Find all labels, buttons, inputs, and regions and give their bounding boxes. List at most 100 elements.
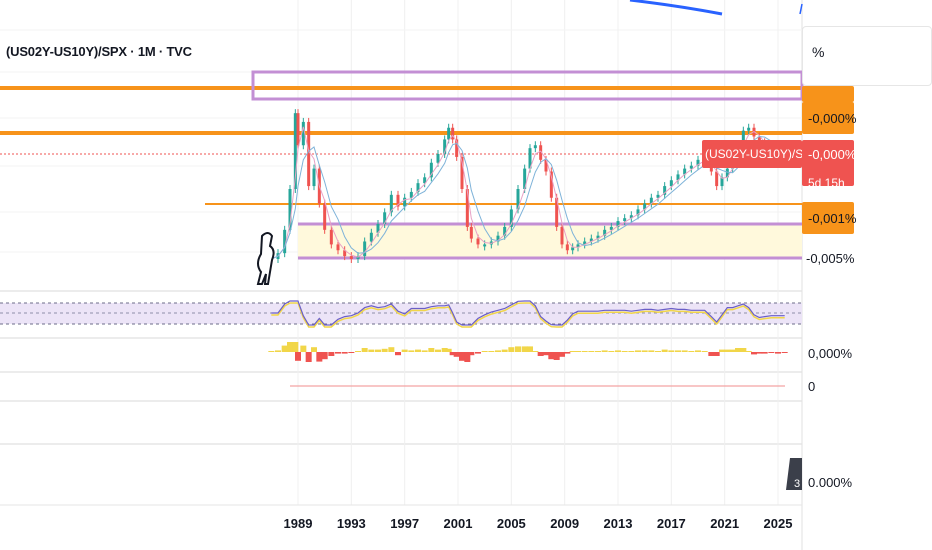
- bottom-label: 0.000%: [808, 475, 853, 490]
- axis-unit: %: [812, 44, 825, 60]
- candle-body: [643, 203, 647, 210]
- histogram-bar: [655, 351, 661, 352]
- candle-body: [509, 209, 513, 227]
- top-line-fragment: [629, 0, 723, 16]
- osc1-label: 0,000%: [808, 346, 853, 361]
- series-tag-bg: [702, 140, 802, 168]
- price-label-bg-top: [802, 86, 854, 102]
- histogram-bar: [688, 351, 695, 352]
- histogram-bar: [559, 352, 565, 357]
- candle-body: [396, 194, 400, 207]
- histogram-bar: [521, 346, 528, 352]
- osc-signal-line: [271, 302, 785, 328]
- histogram-bar: [445, 348, 452, 352]
- histogram-bar: [475, 352, 481, 354]
- candle-body: [323, 203, 327, 230]
- histogram-bar: [388, 347, 395, 352]
- histogram-bar: [268, 351, 275, 352]
- histogram-bar: [508, 347, 515, 352]
- price-label-bg: [802, 140, 854, 186]
- histogram-bar: [316, 352, 323, 362]
- candle-body: [496, 235, 500, 242]
- histogram-bar: [295, 352, 301, 361]
- candle-body: [329, 229, 333, 245]
- candle-body: [741, 130, 745, 146]
- candle-body: [757, 136, 761, 143]
- histogram-bar: [740, 348, 747, 352]
- candle-body: [451, 127, 455, 140]
- histogram-bar: [681, 350, 688, 352]
- histogram-bar: [668, 350, 675, 352]
- histogram-bar: [745, 351, 752, 352]
- top-line-tick: [799, 3, 803, 15]
- histogram-bar: [287, 342, 293, 352]
- osc2-label: 0: [808, 379, 815, 394]
- histogram-bar: [361, 348, 368, 352]
- x-tick-label: 2013: [604, 516, 633, 531]
- histogram-bar: [468, 352, 475, 356]
- candle-body: [589, 238, 593, 242]
- price-label-text: -0,001%: [808, 211, 857, 226]
- candle-body: [663, 186, 667, 195]
- histogram-bar: [775, 352, 781, 354]
- histogram-bar: [601, 350, 608, 352]
- candle-body: [416, 183, 420, 192]
- candle-body: [623, 218, 627, 222]
- candle-body: [565, 244, 569, 251]
- candle-body: [649, 197, 653, 204]
- x-tick-label: 2001: [444, 516, 473, 531]
- histogram-bar: [621, 351, 628, 352]
- candle-body: [296, 113, 300, 146]
- histogram-bar: [421, 350, 428, 352]
- histogram-bar: [581, 351, 588, 352]
- candle-body: [696, 159, 700, 166]
- histogram-bar: [348, 352, 355, 353]
- histogram-bar: [495, 350, 501, 352]
- osc-line: [271, 300, 785, 326]
- candle-body: [455, 139, 459, 157]
- candle-body: [689, 165, 693, 169]
- candle-body: [603, 229, 607, 236]
- price-label: -0,000%: [802, 140, 857, 186]
- histogram-bar: [408, 350, 415, 352]
- histogram-bar: [328, 352, 335, 356]
- candle-body: [383, 212, 387, 224]
- histogram-bar: [713, 352, 720, 356]
- price-label-text: -0,000%: [808, 111, 857, 126]
- candle-body: [609, 226, 613, 230]
- x-tick-label: 1997: [390, 516, 419, 531]
- candle-body: [349, 256, 353, 259]
- histogram-bar: [481, 351, 488, 352]
- histogram-bar: [459, 352, 465, 361]
- price-label: 5d 15h: [808, 176, 845, 190]
- candle-body: [476, 238, 480, 245]
- histogram-bar: [595, 351, 601, 352]
- candle-body: [376, 224, 380, 233]
- price-label-bg: [802, 202, 854, 234]
- candle-body: [436, 154, 440, 163]
- histogram-bar: [375, 349, 381, 352]
- histogram-bar: [441, 348, 448, 352]
- candle-body: [369, 232, 373, 242]
- purple-box: [251, 70, 804, 101]
- histogram-bar: [564, 352, 571, 354]
- histogram-bar: [311, 347, 317, 352]
- chart-title: (US02Y-US10Y)/SPX · 1M · TVC: [6, 44, 192, 59]
- histogram: [268, 342, 788, 362]
- candle-body: [528, 148, 532, 169]
- candle-body: [560, 226, 564, 245]
- mascot-icon: [256, 232, 275, 285]
- osc-band: [0, 303, 802, 324]
- histogram-bar: [401, 349, 408, 352]
- histogram-bar: [575, 351, 581, 352]
- candle-body: [636, 209, 640, 216]
- x-tick-label: 2009: [550, 516, 579, 531]
- candle-body: [683, 168, 687, 175]
- candle-body: [571, 247, 575, 251]
- histogram-bar: [695, 350, 701, 352]
- histogram-bar: [515, 346, 521, 352]
- candle-body: [336, 244, 340, 251]
- histogram-bar: [321, 352, 328, 360]
- histogram-bar: [428, 348, 435, 352]
